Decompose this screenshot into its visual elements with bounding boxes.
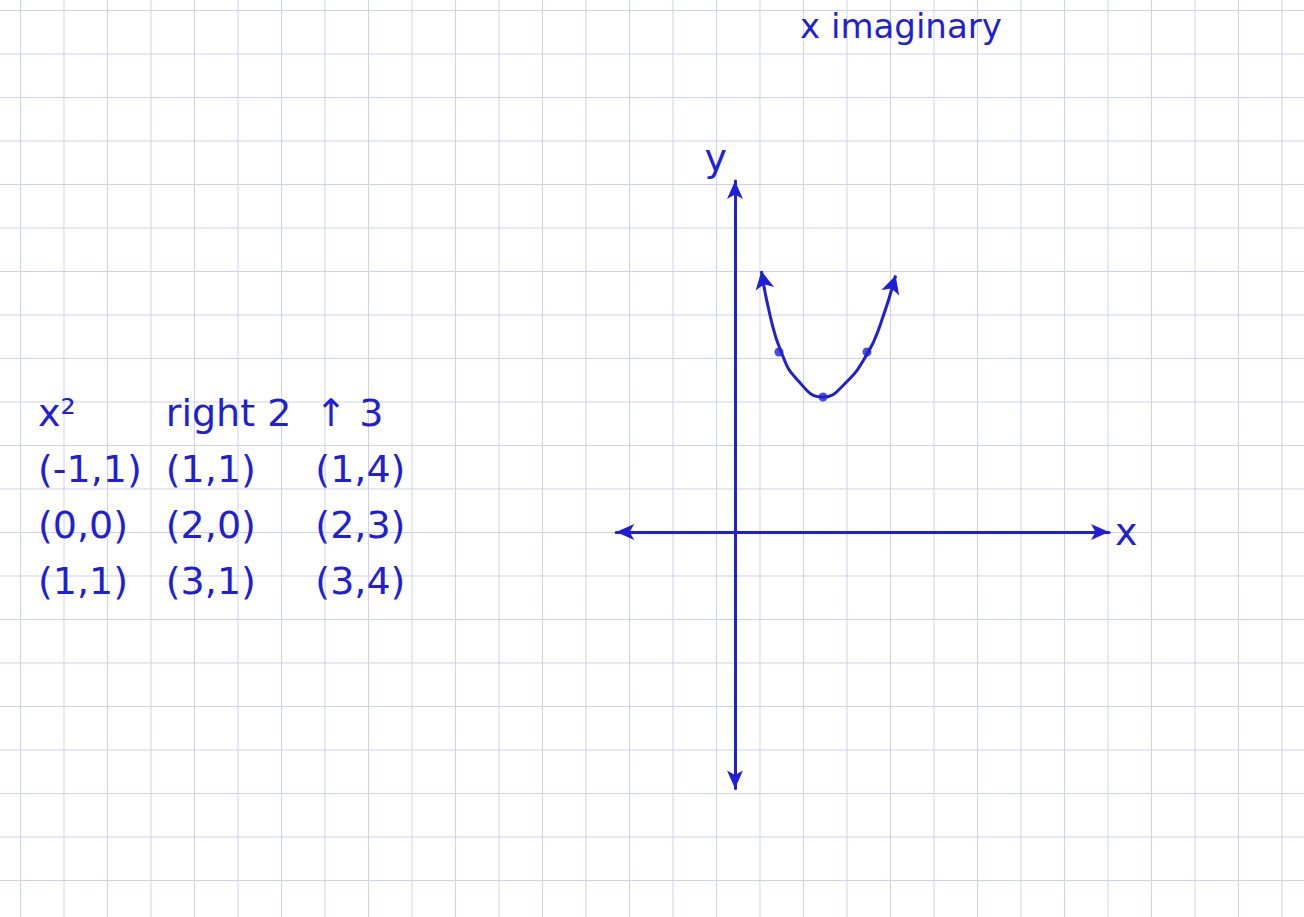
html-text:(3,1): (3,1) <box>165 559 256 603</box>
html-text:(3,4): (3,4) <box>315 559 406 603</box>
html-text:(-1,1): (-1,1) <box>38 447 142 491</box>
html-text:↑ 3: ↑ 3 <box>315 391 384 435</box>
html-text:(2,3): (2,3) <box>315 503 406 547</box>
html-text:(2,0): (2,0) <box>165 503 256 547</box>
html-text:(1,1): (1,1) <box>165 447 256 491</box>
html-text:right 2: right 2 <box>165 391 292 435</box>
svg-text:y: y <box>705 136 728 180</box>
html-text:x imaginary: x imaginary <box>800 6 1002 46</box>
html-text:(1,4): (1,4) <box>315 447 406 491</box>
html-text:(0,0): (0,0) <box>38 503 129 547</box>
html-text:x²: x² <box>38 391 76 435</box>
svg-text:x: x <box>1115 510 1138 554</box>
html-text:(1,1): (1,1) <box>38 559 129 603</box>
